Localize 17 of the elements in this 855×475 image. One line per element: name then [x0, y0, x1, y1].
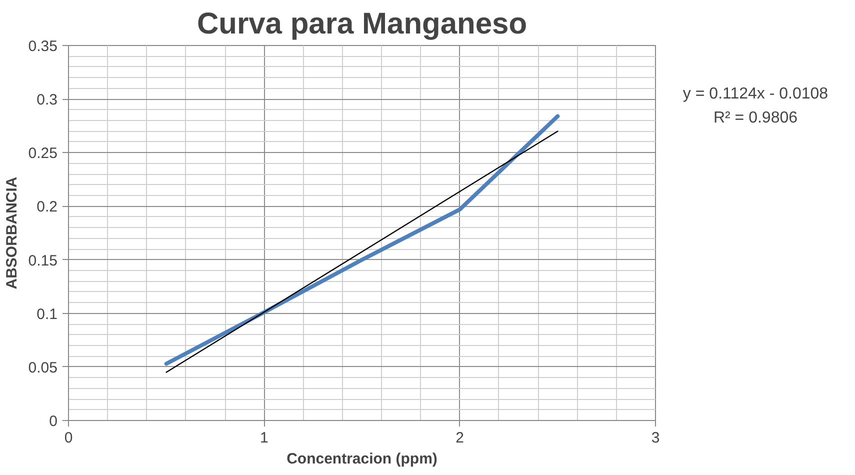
text: y = 0.1124x - 0.0108: [682, 86, 828, 102]
y-tick-label: 0.1: [36, 306, 58, 323]
text: R² = 0.9806: [713, 110, 798, 126]
x-tick-label: 1: [260, 430, 268, 446]
y-tick-label: 0.35: [28, 38, 58, 55]
y-tick-label: 0.15: [28, 252, 58, 270]
y-tick-label: 0: [49, 413, 58, 430]
x-tick-label: 0: [64, 430, 73, 446]
y-tick-label: 0.3: [36, 92, 58, 109]
x-tick-label: 3: [651, 430, 660, 446]
x-tick-label: 2: [456, 430, 464, 446]
y-tick-label: 0.2: [36, 198, 58, 216]
y-axis-title: ABSORBANCIA: [3, 176, 20, 290]
y-tick-label: 0.05: [28, 359, 58, 376]
chart-title: Curva para Manganeso: [196, 8, 528, 40]
y-tick-label: 0.25: [28, 145, 58, 162]
x-axis-title: Concentracion (ppm): [286, 450, 438, 468]
